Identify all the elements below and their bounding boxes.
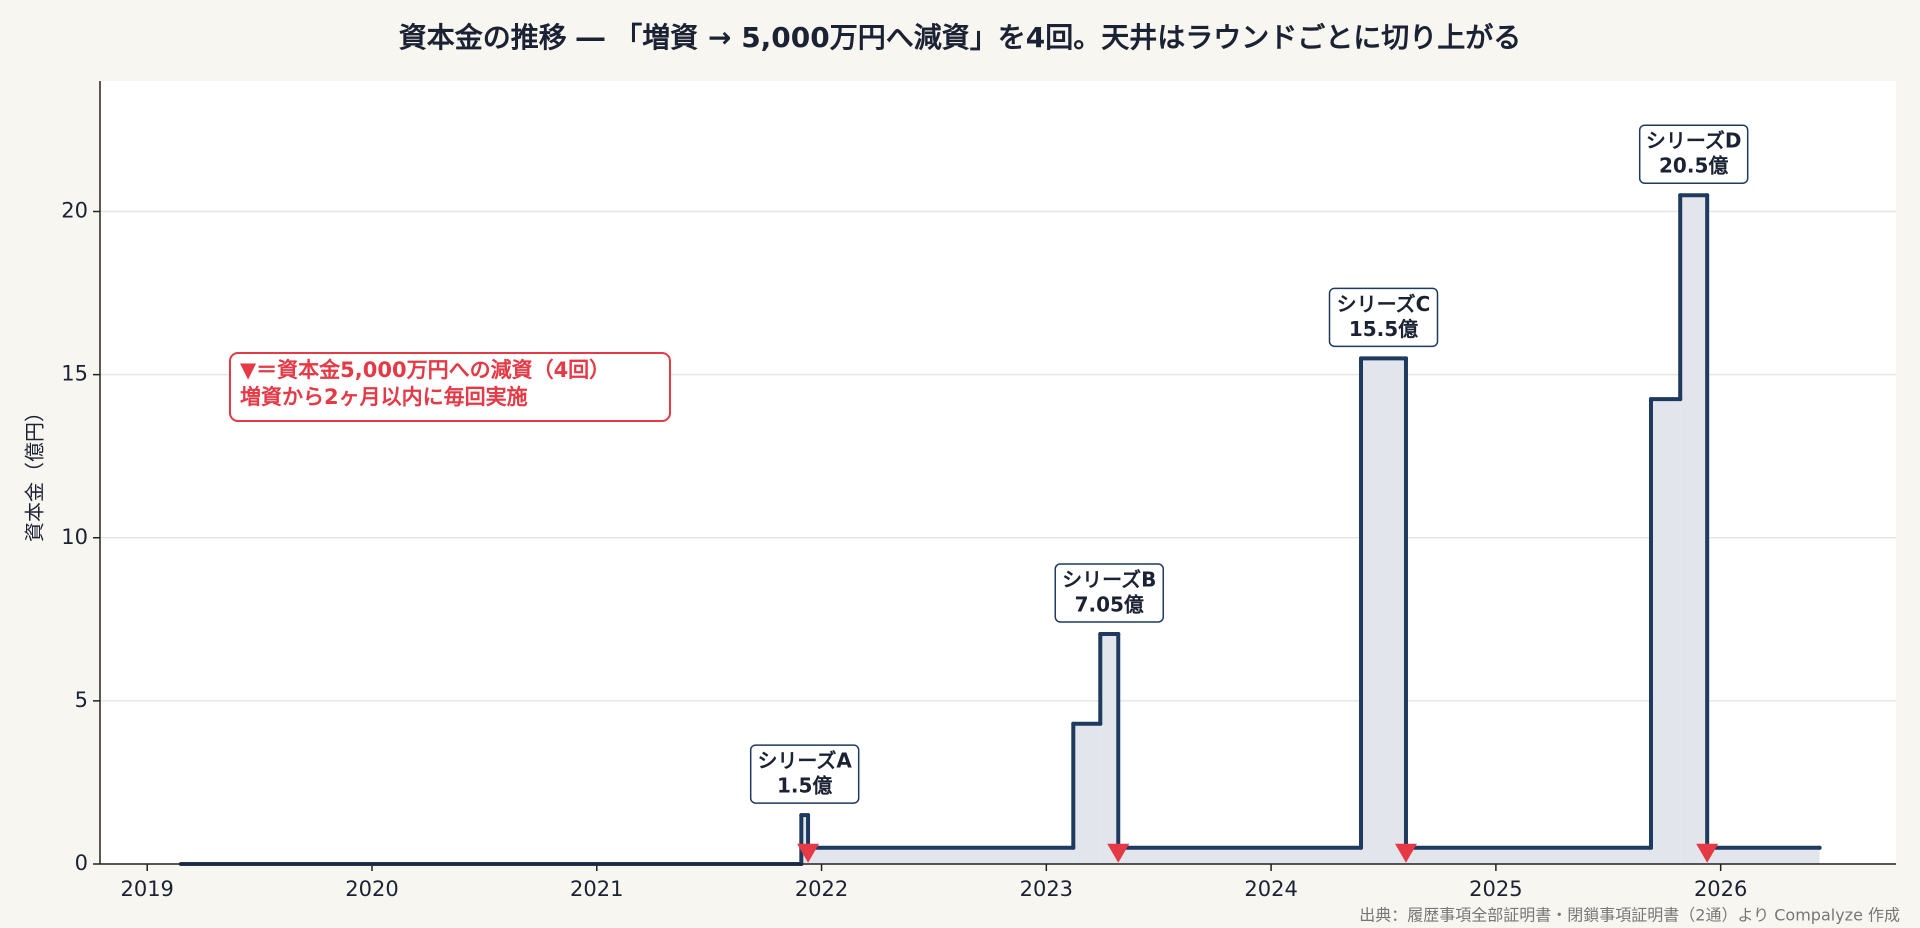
reduction-marker	[797, 843, 820, 863]
area-segment	[1650, 399, 1681, 864]
annotation-box	[1638, 124, 1749, 184]
reduction-marker	[1696, 843, 1719, 863]
reduction-marker	[1107, 843, 1130, 863]
annotation-text: 20.5億	[1659, 154, 1728, 178]
area-segment	[1405, 847, 1651, 864]
annotation-box	[1054, 563, 1165, 623]
note-text: ▼＝資本金5,000万円への減資（4回）	[240, 358, 610, 382]
source-note: 出典：履歴事項全部証明書・閉鎖事項証明書（2通）より Compalyze 作成	[1359, 906, 1900, 925]
x-tick-label: 2022	[795, 877, 848, 901]
reduction-marker	[1394, 843, 1417, 863]
y-tick-label: 15	[61, 362, 88, 386]
x-tick-label: 2025	[1469, 877, 1522, 901]
annotation-text: 1.5億	[777, 774, 832, 798]
annotation-text: 7.05億	[1075, 592, 1144, 616]
x-tick-label: 2019	[120, 877, 173, 901]
area-segment	[1361, 358, 1406, 864]
annotation-text: シリーズA	[757, 749, 852, 773]
area-segment	[1680, 195, 1708, 864]
annotation-text: 15.5億	[1349, 317, 1418, 341]
y-tick-label: 0	[75, 851, 88, 875]
plot-area	[100, 81, 1896, 864]
x-tick-label: 2026	[1694, 877, 1747, 901]
y-axis-label: 資本金（億円）	[23, 402, 47, 542]
x-tick-label: 2023	[1020, 877, 1073, 901]
chart-title: 資本金の推移 ― 「増資 → 5,000万円へ減資」を4回。天井はラウンドごとに…	[399, 21, 1522, 54]
y-tick-label: 20	[61, 199, 88, 223]
area-segment	[1118, 847, 1362, 864]
x-tick-label: 2020	[345, 877, 398, 901]
annotation-box	[1328, 287, 1439, 348]
annotation-text: シリーズD	[1646, 129, 1742, 153]
area-segment	[1073, 723, 1101, 864]
area-segment	[1707, 847, 1820, 864]
note-box	[229, 352, 671, 422]
x-tick-label: 2021	[570, 877, 623, 901]
note-text: 増資から2ヶ月以内に毎回実施	[240, 385, 528, 409]
area-segment	[801, 815, 809, 864]
x-tick-label: 2024	[1244, 877, 1297, 901]
area-segment	[1100, 633, 1119, 864]
y-tick-label: 5	[75, 688, 88, 712]
annotation-text: シリーズC	[1337, 292, 1431, 316]
area-segment	[808, 847, 1074, 864]
y-tick-label: 10	[61, 525, 88, 549]
annotation-box	[749, 744, 860, 804]
annotation-text: シリーズB	[1062, 567, 1156, 591]
